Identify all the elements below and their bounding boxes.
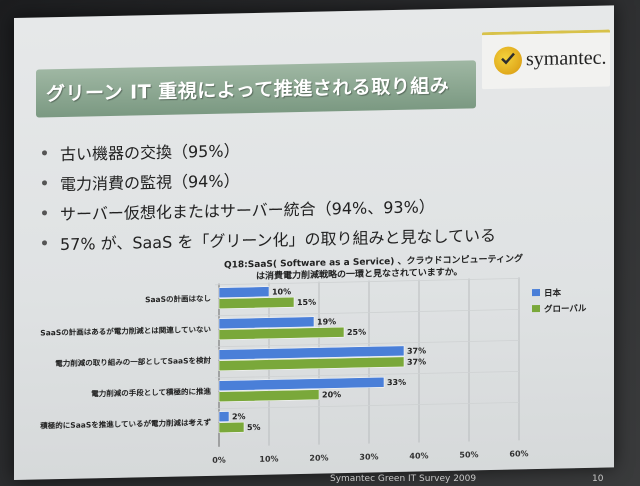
data-label: 37% (407, 357, 426, 366)
data-label: 10% (272, 287, 291, 296)
bar-japan (218, 376, 385, 391)
bar-japan (218, 316, 315, 329)
data-label: 25% (347, 328, 366, 337)
data-label: 20% (322, 390, 341, 399)
category-label: 電力削減の手段として積極的に推進 (91, 386, 211, 399)
bar-global (218, 421, 245, 433)
page-number: 10 (592, 474, 604, 484)
symantec-logo: symantec. (482, 29, 610, 90)
data-label: 19% (317, 317, 336, 326)
presentation-slide: グリーン IT 重視によって推進される取り組み symantec. 古い機器の交… (14, 5, 614, 480)
category-label: 電力削減の取り組みの一部としてSaaSを検討 (55, 355, 211, 368)
data-label: 33% (387, 378, 406, 387)
group-separator (215, 371, 519, 379)
data-label: 37% (407, 346, 426, 355)
category-label: 積極的にSaaSを推進しているが電力削減は考えず (39, 417, 211, 431)
legend-label: 日本 (544, 288, 561, 299)
legend-swatch (532, 304, 540, 313)
data-label: 5% (247, 423, 261, 432)
category-label: SaaSの計画はなし (145, 293, 211, 304)
x-tick-label: 40% (409, 451, 428, 460)
group-separator (215, 309, 519, 317)
data-label: 15% (297, 298, 316, 307)
bar-japan (218, 411, 230, 422)
bar-global (218, 389, 320, 402)
x-tick-label: 20% (309, 453, 328, 462)
x-tick-label: 30% (359, 452, 378, 461)
bar-global (218, 356, 405, 371)
category-label: SaaSの計画はあるが電力削減とは関連していない (40, 324, 211, 338)
group-separator (215, 340, 519, 348)
data-label: 2% (232, 412, 246, 421)
bar-japan (218, 286, 270, 298)
legend-label: グローバル (544, 303, 587, 315)
group-separator (215, 278, 519, 286)
bar-chart: 0% 10% 20% 30% 40% 50% 60% SaaSの計画はなし 10% 15% SaaS… (39, 277, 587, 465)
bar-global (218, 296, 295, 309)
footer-text: Symantec Green IT Survey 2009 (330, 474, 477, 484)
group-separator (215, 402, 519, 410)
x-tick-label: 60% (509, 449, 528, 458)
check-icon (501, 52, 515, 65)
legend-swatch (532, 288, 540, 297)
bar-japan (218, 345, 405, 360)
bar-global (218, 326, 345, 340)
x-tick-label: 0% (212, 456, 226, 465)
x-tick-label: 50% (459, 450, 478, 459)
x-tick-label: 10% (259, 454, 278, 463)
